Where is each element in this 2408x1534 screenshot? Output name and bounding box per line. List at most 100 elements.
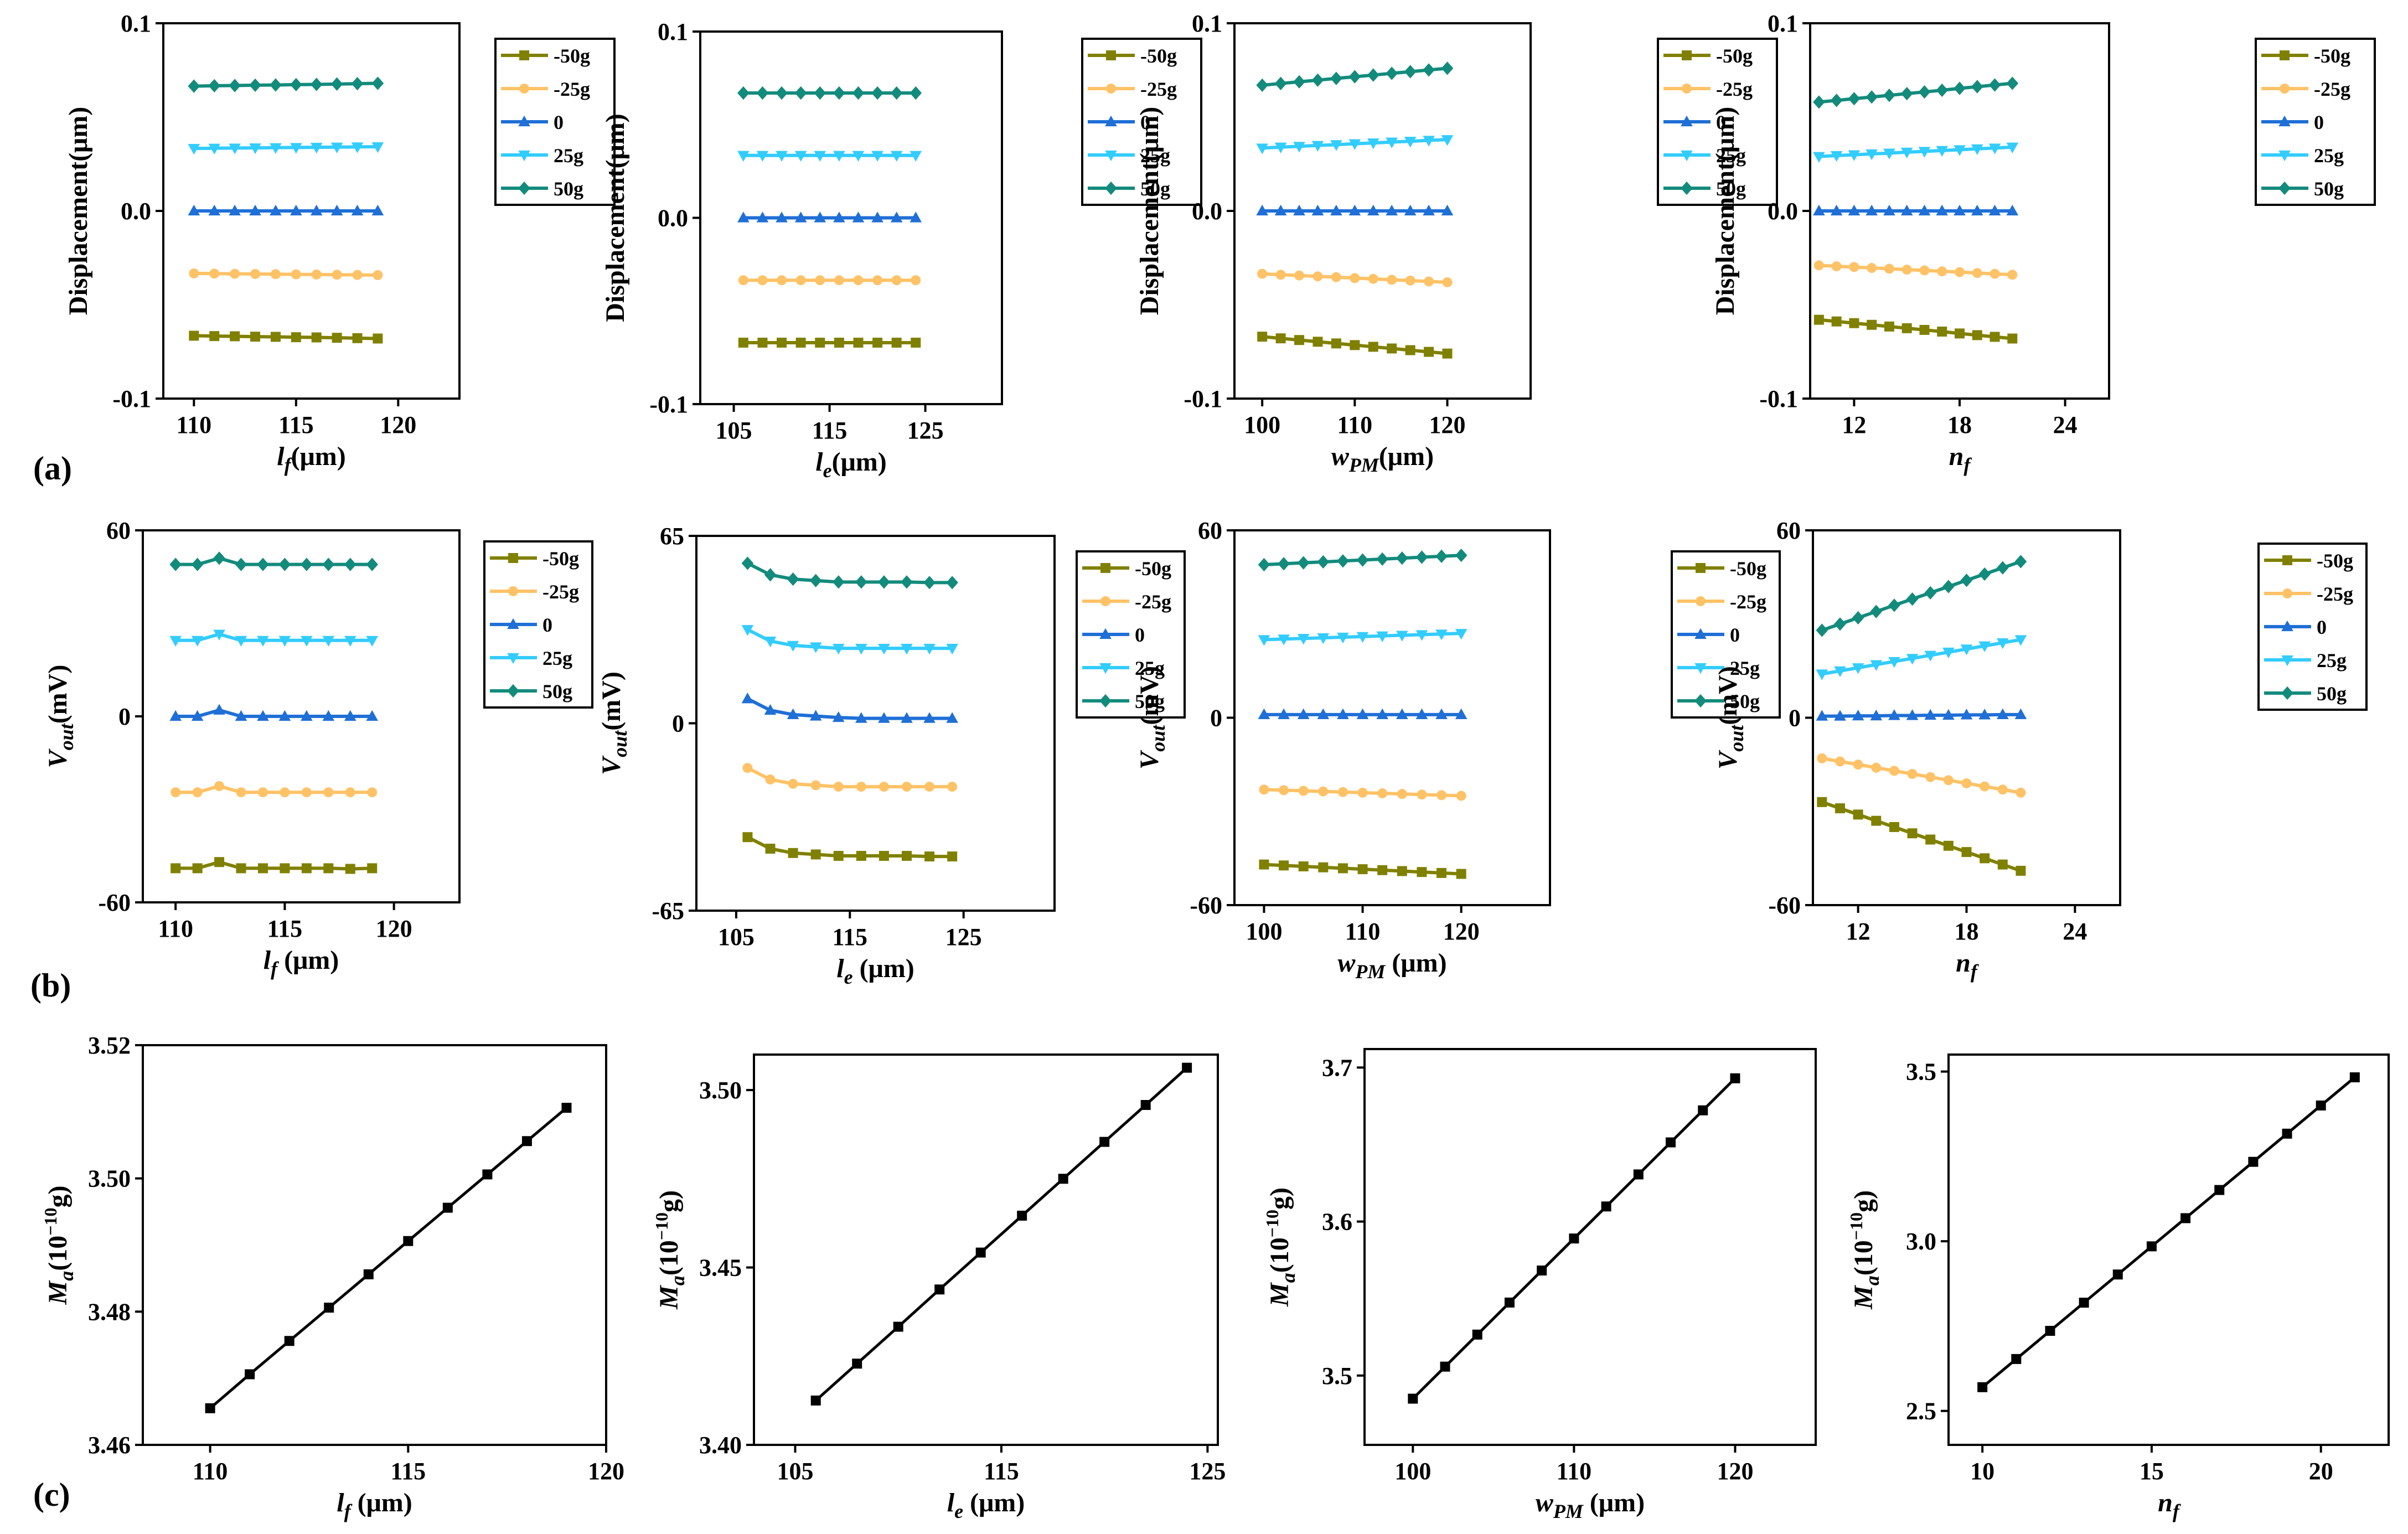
series-line [1822, 712, 2021, 718]
legend-marker [1099, 628, 1112, 639]
data-point [1817, 797, 1827, 807]
series-25g [1813, 142, 2019, 163]
data-point [191, 710, 204, 721]
data-point [765, 844, 776, 854]
data-point [245, 1369, 255, 1380]
data-point [371, 142, 384, 153]
legend-label: 50g [542, 680, 572, 703]
legend-label: -25g [2314, 78, 2350, 100]
data-point [1866, 149, 1878, 161]
data-point [1337, 708, 1349, 719]
x-tick-label: 115 [984, 1458, 1019, 1485]
data-point [1376, 552, 1388, 566]
series-line [175, 860, 373, 871]
series-line [747, 835, 953, 859]
data-point [787, 572, 799, 586]
data-point [1996, 638, 2009, 649]
legend-label: 25g [1140, 144, 1170, 167]
data-point [855, 712, 867, 723]
data-point [310, 204, 323, 216]
series-line [1821, 756, 2021, 794]
data-point [924, 782, 935, 792]
x-tick-label: 120 [588, 1458, 624, 1485]
data-point [878, 644, 890, 655]
data-point [1348, 139, 1361, 150]
data-point [1337, 787, 1348, 797]
data-point [738, 275, 748, 286]
data-point [871, 86, 883, 100]
data-point [1423, 136, 1435, 147]
x-tick-label: 120 [1717, 1458, 1753, 1485]
data-point [330, 142, 343, 153]
data-point [301, 787, 312, 798]
x-tick-label: 18 [1955, 918, 1979, 945]
data-point [1954, 204, 1966, 216]
data-point [1455, 548, 1467, 562]
data-point [1293, 204, 1305, 216]
data-point [1312, 337, 1323, 347]
legend-marker [507, 684, 519, 698]
data-point [1397, 789, 1407, 799]
series--25g [1813, 260, 2018, 280]
data-point [1279, 860, 1289, 871]
data-point [1274, 204, 1287, 216]
data-point [1835, 756, 1845, 767]
data-point [2349, 1072, 2360, 1083]
data-point [1298, 786, 1309, 796]
data-point [1504, 1297, 1515, 1308]
y-tick-label: -0.1 [1184, 385, 1222, 412]
data-point [188, 144, 200, 155]
data-point [230, 331, 240, 342]
x-tick-label: 115 [391, 1458, 426, 1485]
data-point [2180, 1213, 2191, 1223]
data-point [191, 636, 204, 647]
chart-a3: 100 110 120 -0.1 0.0 0.1 wPM(μm) Displacement(μ… [1135, 10, 1778, 476]
data-point [367, 787, 378, 798]
x-tick-label: 105 [716, 417, 752, 444]
data-point [815, 275, 825, 286]
data-point [2316, 1100, 2326, 1111]
y-tick-label: 3.52 [88, 1032, 131, 1059]
series--25g [189, 268, 383, 280]
series-line [747, 697, 953, 720]
x-tick-label: 120 [380, 411, 416, 438]
data-point [1866, 90, 1878, 104]
charts-layer: 110 115 120-0.10.00.1lf(μm)Displacement(μm… [40, 10, 2390, 1522]
x-tick-label: 105 [718, 923, 755, 951]
data-point [852, 1359, 862, 1369]
series-line [175, 632, 373, 642]
data-point [191, 557, 204, 571]
data-point [1294, 270, 1305, 281]
series-0 [169, 704, 379, 721]
data-point [1988, 78, 2001, 92]
data-point [1357, 864, 1368, 875]
data-point [1971, 80, 1983, 94]
y-tick-label: 3.5 [1906, 1058, 1936, 1086]
data-point [1348, 70, 1361, 84]
data-point [947, 782, 958, 792]
y-tick-label: 65 [660, 523, 684, 550]
data-point [1830, 151, 1843, 162]
series--25g [1817, 753, 2026, 798]
data-point [833, 782, 844, 792]
data-point [852, 86, 865, 100]
data-point [795, 275, 806, 286]
legend-marker [518, 115, 530, 127]
data-point [1456, 869, 1466, 879]
data-point [1871, 762, 1882, 773]
y-tick-label: 3.50 [88, 1165, 131, 1192]
data-point [834, 337, 844, 348]
data-point [946, 576, 958, 590]
data-point [1368, 342, 1378, 352]
data-point [1936, 146, 1949, 157]
data-point [1278, 557, 1290, 571]
legend-marker [1099, 694, 1112, 708]
data-point [1901, 323, 1912, 333]
data-point [2112, 1269, 2123, 1280]
series--50g [1813, 314, 2018, 344]
data-point [280, 863, 290, 874]
x-axis-label: lf (μm) [263, 946, 339, 980]
x-axis-label: le(μm) [815, 447, 887, 482]
data-point [1317, 633, 1330, 644]
